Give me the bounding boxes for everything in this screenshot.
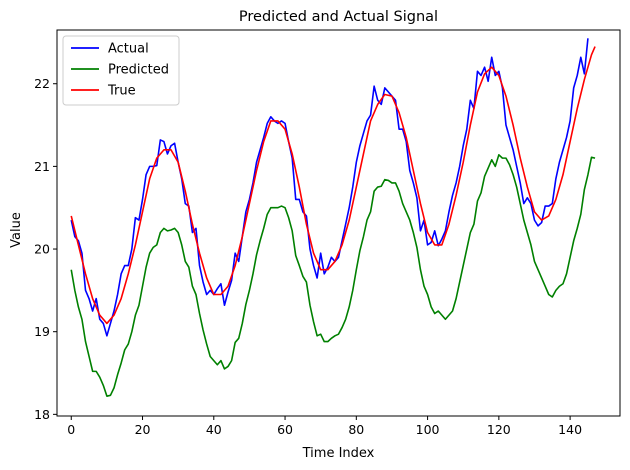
- legend: Actual Predicted True: [62, 35, 180, 106]
- x-axis-title: Time Index: [302, 446, 375, 461]
- chart-title: Predicted and Actual Signal: [239, 9, 438, 25]
- series-line-predicted: [70, 154, 596, 397]
- series-line-true: [70, 46, 596, 325]
- y-tick-label: 20: [34, 242, 50, 257]
- x-tick-label: 100: [416, 422, 440, 437]
- x-tick-label: 40: [206, 422, 222, 437]
- legend-box: [62, 35, 180, 106]
- legend-label-predicted: Predicted: [108, 63, 169, 78]
- legend-label-true: True: [107, 84, 136, 99]
- y-tick-label: 21: [34, 159, 50, 174]
- x-tick-label: 120: [487, 422, 511, 437]
- x-tick-label: 0: [67, 422, 75, 437]
- x-tick-label: 60: [277, 422, 293, 437]
- axes: 0 20 40 60 80 100 120 140 18 19 20 21 22: [34, 29, 621, 437]
- y-tick-label: 19: [34, 324, 50, 339]
- y-tick-label: 22: [34, 76, 50, 91]
- legend-label-actual: Actual: [108, 42, 149, 57]
- x-tick-label: 140: [558, 422, 582, 437]
- plot-area: [70, 38, 596, 397]
- x-tick-label: 80: [348, 422, 364, 437]
- y-tick-label: 18: [34, 407, 50, 422]
- y-axis-title: Value: [9, 212, 24, 248]
- x-tick-label: 20: [135, 422, 151, 437]
- axes-frame: [56, 29, 621, 417]
